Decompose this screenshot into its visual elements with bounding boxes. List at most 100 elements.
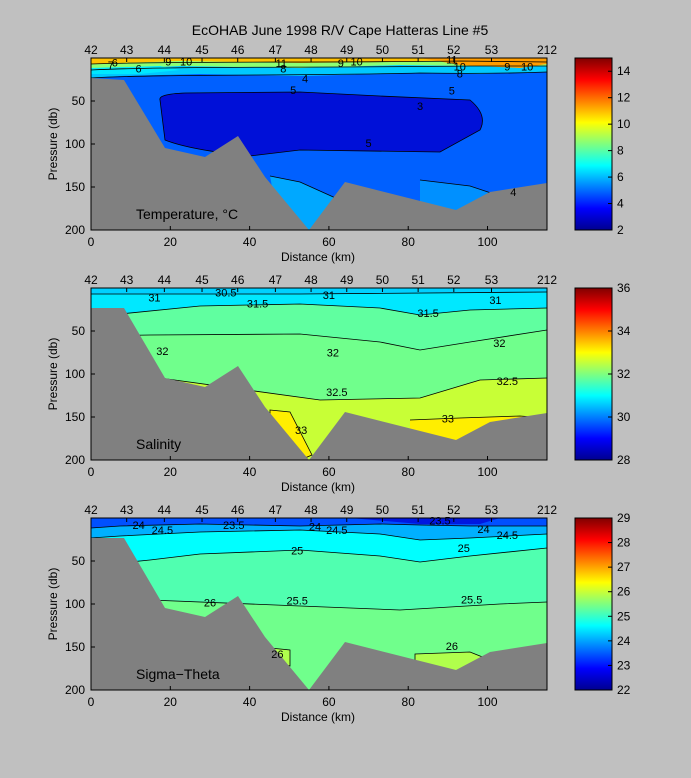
temperature-contour-label: 8 [457, 68, 463, 80]
temperature-y-tick-label: 200 [65, 223, 85, 237]
temperature-station-label: 44 [158, 43, 172, 57]
salinity-contour-label: 31.5 [417, 308, 438, 320]
sigma-theta-contour-label: 25 [291, 546, 303, 558]
sigma-theta-station-label: 212 [537, 503, 557, 517]
sigma-theta-colorbar [574, 517, 613, 691]
sigma-theta-station-label: 43 [120, 503, 134, 517]
temperature-x-tick-label: 20 [164, 235, 178, 249]
temperature-contour-label: 6 [112, 57, 118, 69]
salinity-x-tick-label: 100 [478, 465, 498, 479]
salinity-x-tick-label: 80 [402, 465, 416, 479]
sigma-theta-xlabel: Distance (km) [281, 710, 355, 724]
temperature-contour-label: 11 [276, 58, 287, 70]
salinity-contour-label: 33 [295, 425, 307, 437]
sigma-theta-x-tick-label: 100 [478, 695, 498, 709]
salinity-x-tick-label: 60 [322, 465, 336, 479]
temperature-contour-label: 10 [454, 62, 466, 74]
temperature-station-label: 43 [120, 43, 134, 57]
temperature-station-label: 53 [485, 43, 499, 57]
salinity-contour-label: 32.5 [497, 376, 518, 388]
sigma-theta-x-tick-label: 0 [88, 695, 95, 709]
salinity-station-label: 47 [269, 273, 283, 287]
sigma-theta-ylabel: Pressure (db) [46, 568, 60, 641]
temperature-contour-label: 5 [449, 86, 455, 98]
salinity-y-tick-label: 200 [65, 453, 85, 467]
temperature-contour-label: 11 [446, 55, 457, 67]
temperature-y-tick-label: 150 [65, 180, 85, 194]
temperature-colorbar-tick-label: 12 [617, 91, 631, 105]
temperature-contour-label: 7 [108, 60, 114, 72]
sigma-theta-y-tick-label: 100 [65, 597, 85, 611]
sigma-theta-contour-label: 24.5 [497, 530, 518, 542]
temperature-contour-label: 8 [280, 63, 286, 75]
temperature-colorbar-tick-label: 14 [617, 64, 631, 78]
temperature-contour-label: 5 [366, 138, 372, 150]
sigma-theta-contour-label: 24 [309, 522, 321, 534]
sigma-theta-x-tick-label: 20 [164, 695, 178, 709]
temperature-contour-label: 6 [136, 63, 142, 75]
temperature-station-label: 47 [269, 43, 283, 57]
salinity-contour-label: 31 [489, 295, 501, 307]
salinity-contour-label: 31 [148, 292, 160, 304]
salinity-colorbar-tick-label: 28 [617, 453, 631, 467]
salinity-colorbar-tick-label: 32 [617, 367, 631, 381]
sigma-theta-x-tick-label: 80 [402, 695, 416, 709]
sigma-theta-contour-label: 24 [132, 520, 144, 532]
salinity-station-label: 49 [340, 273, 354, 287]
temperature-seafloor [91, 78, 547, 230]
sigma-theta-colorbar-tick-label: 28 [617, 536, 631, 550]
sigma-theta-seafloor [91, 538, 547, 690]
temperature-contour-label: 9 [504, 62, 510, 74]
temperature-colorbar-tick-label: 4 [617, 197, 624, 211]
salinity-x-tick-label: 20 [164, 465, 178, 479]
sigma-theta-contour-label: 24.5 [326, 525, 347, 537]
sigma-theta-station-label: 48 [304, 503, 318, 517]
temperature-contour-label: 10 [351, 56, 363, 68]
sigma-theta-station-label: 51 [411, 503, 425, 517]
salinity-x-tick-label: 0 [88, 465, 95, 479]
sigma-theta-contour-label: 25 [458, 543, 470, 555]
salinity-station-label: 50 [376, 273, 390, 287]
sigma-theta-contour-label: 23.5 [223, 520, 244, 532]
temperature-contour-label: 5 [290, 85, 296, 97]
sigma-theta-contour-label: 26 [271, 649, 283, 661]
salinity-contour-label: 32 [493, 338, 505, 350]
salinity-ylabel: Pressure (db) [46, 338, 60, 411]
temperature-station-label: 50 [376, 43, 390, 57]
sigma-theta-colorbar-tick-label: 23 [617, 658, 631, 672]
sigma-theta-colorbar-tick-label: 29 [617, 511, 631, 525]
salinity-station-label: 51 [411, 273, 425, 287]
sigma-theta-x-tick-label: 60 [322, 695, 336, 709]
salinity-seafloor [91, 308, 547, 460]
salinity-station-label: 44 [158, 273, 172, 287]
sigma-theta-contour-label: 25.5 [286, 596, 307, 608]
temperature-station-label: 46 [231, 43, 245, 57]
temperature-colorbar-tick-label: 10 [617, 117, 631, 131]
temperature-station-label: 48 [304, 43, 318, 57]
sigma-theta-colorbar-tick-label: 27 [617, 560, 631, 574]
temperature-station-label: 45 [195, 43, 209, 57]
salinity-y-tick-label: 100 [65, 367, 85, 381]
temperature-station-label: 52 [447, 43, 461, 57]
salinity-station-label: 42 [84, 273, 98, 287]
sigma-theta-y-tick-label: 200 [65, 683, 85, 697]
sigma-theta-contour-label: 23.5 [429, 516, 450, 528]
salinity-station-label: 52 [447, 273, 461, 287]
sigma-theta-colorbar-tick-label: 22 [617, 683, 631, 697]
temperature-station-label: 42 [84, 43, 98, 57]
salinity-contour-label: 32 [327, 348, 339, 360]
temperature-y-tick-label: 100 [65, 137, 85, 151]
salinity-x-tick-label: 40 [243, 465, 257, 479]
sigma-theta-station-label: 52 [447, 503, 461, 517]
temperature-colorbar-tick-label: 6 [617, 170, 624, 184]
salinity-panel-label: Salinity [136, 436, 181, 452]
temperature-x-tick-label: 100 [478, 235, 498, 249]
temperature-contour-label: 3 [417, 101, 423, 113]
salinity-station-label: 48 [304, 273, 318, 287]
temperature-station-label: 212 [537, 43, 557, 57]
sigma-theta-panel-label: Sigma−Theta [136, 666, 220, 682]
salinity-station-label: 212 [537, 273, 557, 287]
